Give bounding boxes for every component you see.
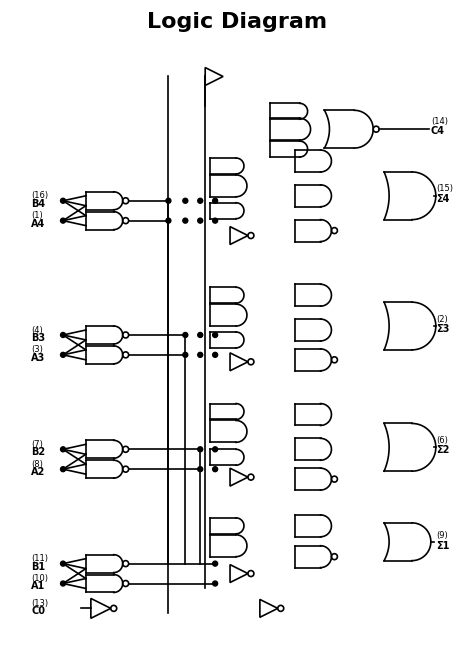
Circle shape <box>213 561 218 566</box>
Text: (16): (16) <box>31 191 48 200</box>
Circle shape <box>213 581 218 586</box>
Text: (7): (7) <box>31 440 43 449</box>
Text: A4: A4 <box>31 218 46 228</box>
Text: Logic Diagram: Logic Diagram <box>147 12 327 32</box>
Text: A1: A1 <box>31 581 46 591</box>
Text: (13): (13) <box>31 599 48 608</box>
Circle shape <box>198 333 203 337</box>
Text: (1): (1) <box>31 211 43 220</box>
Text: (11): (11) <box>31 554 48 563</box>
Text: C4: C4 <box>431 126 445 136</box>
Text: (2): (2) <box>436 315 447 323</box>
Circle shape <box>213 447 218 452</box>
Text: (15): (15) <box>436 184 453 193</box>
Text: Σ4: Σ4 <box>436 194 449 204</box>
Text: Σ2: Σ2 <box>436 446 449 455</box>
Text: A3: A3 <box>31 353 46 363</box>
Circle shape <box>213 198 218 203</box>
Text: Σ3: Σ3 <box>436 324 449 334</box>
Text: (9): (9) <box>436 531 447 541</box>
Circle shape <box>198 352 203 357</box>
Circle shape <box>198 447 203 452</box>
Circle shape <box>198 218 203 223</box>
Text: B4: B4 <box>31 199 46 209</box>
Circle shape <box>166 218 171 223</box>
Circle shape <box>183 218 188 223</box>
Text: Σ1: Σ1 <box>436 541 449 550</box>
Circle shape <box>61 198 65 203</box>
Text: (4): (4) <box>31 325 43 335</box>
Circle shape <box>213 333 218 337</box>
Circle shape <box>61 352 65 357</box>
Circle shape <box>198 198 203 203</box>
Circle shape <box>183 333 188 337</box>
Text: C0: C0 <box>31 607 45 616</box>
Circle shape <box>183 198 188 203</box>
Text: (8): (8) <box>31 460 43 469</box>
Circle shape <box>213 467 218 472</box>
Circle shape <box>61 467 65 472</box>
Text: B3: B3 <box>31 333 46 343</box>
Circle shape <box>183 352 188 357</box>
Circle shape <box>61 447 65 452</box>
Circle shape <box>213 352 218 357</box>
Text: (6): (6) <box>436 436 448 445</box>
Text: (10): (10) <box>31 574 48 583</box>
Text: (3): (3) <box>31 345 43 354</box>
Circle shape <box>61 333 65 337</box>
Circle shape <box>61 218 65 223</box>
Text: B2: B2 <box>31 447 46 457</box>
Text: (14): (14) <box>431 117 448 126</box>
Circle shape <box>61 561 65 566</box>
Text: A2: A2 <box>31 467 46 477</box>
Circle shape <box>61 581 65 586</box>
Circle shape <box>166 198 171 203</box>
Text: B1: B1 <box>31 562 46 572</box>
Circle shape <box>213 218 218 223</box>
Circle shape <box>198 467 203 472</box>
